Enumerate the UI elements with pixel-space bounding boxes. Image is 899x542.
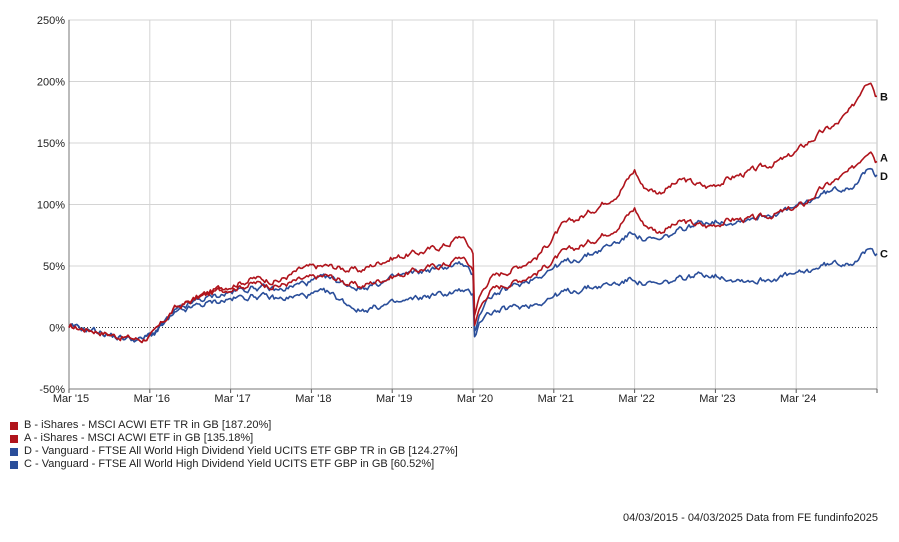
legend-label: B - iShares - MSCI ACWI ETF TR in GB [18… — [24, 419, 272, 431]
legend: B - iShares - MSCI ACWI ETF TR in GB [18… — [10, 419, 458, 471]
x-tick-label: Mar '23 — [699, 393, 735, 405]
series-end-label-A: A — [880, 152, 888, 164]
x-tick-label: Mar '21 — [538, 393, 574, 405]
x-tick-label: Mar '16 — [134, 393, 170, 405]
legend-swatch — [10, 447, 18, 456]
x-tick-label: Mar '15 — [53, 393, 89, 405]
series-end-label-C: C — [880, 249, 888, 261]
labels-layer: B AD C — [880, 91, 888, 260]
legend-item: B - iShares - MSCI ACWI ETF TR in GB [18… — [10, 419, 458, 432]
y-tick-label: 50% — [43, 261, 65, 273]
footer-note: 04/03/2015 - 04/03/2025 Data from FE fun… — [622, 512, 878, 524]
x-tick-label: Mar '24 — [780, 393, 816, 405]
axes: 250% 200% 150% 100% 50% 0% -50%Mar '15 Mar '16 M… — [37, 15, 878, 405]
legend-item: D - Vanguard - FTSE All World High Divid… — [10, 445, 458, 458]
legend-swatch — [10, 434, 18, 443]
legend-swatch — [10, 421, 18, 430]
series-line-B — [68, 82, 877, 344]
legend-label: C - Vanguard - FTSE All World High Divid… — [24, 458, 435, 470]
x-tick-label: Mar '22 — [618, 393, 654, 405]
y-tick-label: 0% — [49, 323, 65, 335]
series-end-label-B: B — [880, 91, 888, 103]
x-tick-label: Mar '17 — [214, 393, 250, 405]
series-layer — [68, 82, 878, 344]
x-tick-label: Mar '20 — [457, 393, 493, 405]
legend-item: C - Vanguard - FTSE All World High Divid… — [10, 458, 458, 471]
x-tick-label: Mar '18 — [295, 393, 331, 405]
legend-label: A - iShares - MSCI ACWI ETF in GB [135.1… — [24, 432, 254, 444]
legend-label: D - Vanguard - FTSE All World High Divid… — [24, 445, 458, 457]
legend-item: A - iShares - MSCI ACWI ETF in GB [135.1… — [10, 432, 458, 445]
x-tick-label: Mar '19 — [376, 393, 412, 405]
y-tick-label: -50% — [39, 384, 65, 396]
legend-swatch — [10, 460, 18, 469]
line-chart: 250% 200% 150% 100% 50% 0% -50%Mar '15 Mar '16 M… — [37, 15, 888, 405]
y-tick-label: 150% — [37, 138, 65, 150]
y-tick-label: 250% — [37, 15, 65, 27]
y-tick-label: 100% — [37, 200, 65, 212]
y-tick-label: 200% — [37, 77, 65, 89]
grid — [68, 19, 878, 390]
series-end-label-D: D — [880, 171, 888, 183]
